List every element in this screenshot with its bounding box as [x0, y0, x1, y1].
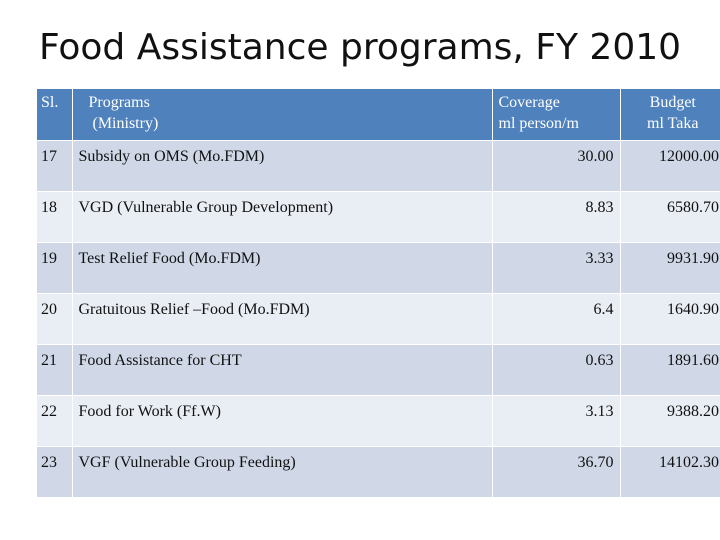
header-programs: Programs (Ministry): [72, 89, 493, 140]
row-program: VGD (Vulnerable Group Development): [72, 190, 493, 242]
row-sl: 19: [37, 241, 73, 293]
header-budget-line1: Budget: [649, 94, 696, 111]
slide-title: Food Assistance programs, FY 2010: [38, 27, 682, 68]
table-body: 17 Subsidy on OMS (Mo.FDM) 30.00 12000.00 18…: [37, 139, 720, 497]
row-budget: 9388.20: [620, 394, 720, 446]
header-coverage: Coverage ml person/m: [492, 89, 621, 140]
row-sl: 18: [37, 190, 73, 242]
row-sl: 22: [37, 394, 73, 446]
row-budget: 6580.70: [620, 190, 720, 242]
table-row: 19 Test Relief Food (Mo.FDM) 3.33 9931.90: [37, 241, 720, 293]
row-coverage: 30.00: [492, 139, 621, 191]
header-row: Sl. Programs (Ministry) Coverage ml pers…: [37, 89, 720, 140]
row-budget: 1891.60: [620, 343, 720, 395]
table-row: 17 Subsidy on OMS (Mo.FDM) 30.00 12000.00: [37, 139, 720, 191]
header-coverage-line1: Coverage: [498, 94, 560, 111]
header-programs-line2: (Ministry): [92, 115, 159, 132]
row-coverage: 8.83: [492, 190, 621, 242]
row-program: Gratuitous Relief –Food (Mo.FDM): [72, 292, 493, 344]
row-coverage: 6.4: [492, 292, 621, 344]
table-header: Sl. Programs (Ministry) Coverage ml pers…: [37, 89, 720, 140]
header-programs-line1: Programs: [88, 94, 150, 111]
row-program: Subsidy on OMS (Mo.FDM): [72, 139, 493, 191]
row-budget: 1640.90: [620, 292, 720, 344]
row-program: Food for Work (Ff.W): [72, 394, 493, 446]
row-sl: 23: [37, 445, 73, 497]
row-budget: 9931.90: [620, 241, 720, 293]
header-budget-line2: ml Taka: [647, 115, 699, 132]
table-row: 23 VGF (Vulnerable Group Feeding) 36.70 141…: [37, 445, 720, 497]
row-program: VGF (Vulnerable Group Feeding): [72, 445, 493, 497]
row-sl: 20: [37, 292, 73, 344]
row-program: Test Relief Food (Mo.FDM): [72, 241, 493, 293]
table-row: 22 Food for Work (Ff.W) 3.13 9388.20: [37, 394, 720, 446]
row-coverage: 36.70: [492, 445, 621, 497]
table-row: 21 Food Assistance for CHT 0.63 1891.60: [37, 343, 720, 395]
header-coverage-line2: ml person/m: [498, 115, 579, 132]
header-budget: Budget ml Taka: [620, 89, 720, 140]
row-program: Food Assistance for CHT: [72, 343, 493, 395]
row-sl: 21: [37, 343, 73, 395]
row-budget: 12000.00: [620, 139, 720, 191]
table-row: 18 VGD (Vulnerable Group Development) 8.83…: [37, 190, 720, 242]
header-sl: Sl.: [37, 89, 73, 140]
food-assistance-table: Sl. Programs (Ministry) Coverage ml pers…: [37, 89, 720, 497]
row-budget: 14102.30: [620, 445, 720, 497]
row-coverage: 3.33: [492, 241, 621, 293]
table-row: 20 Gratuitous Relief –Food (Mo.FDM) 6.4 164…: [37, 292, 720, 344]
row-coverage: 0.63: [492, 343, 621, 395]
row-sl: 17: [37, 139, 73, 191]
row-coverage: 3.13: [492, 394, 621, 446]
